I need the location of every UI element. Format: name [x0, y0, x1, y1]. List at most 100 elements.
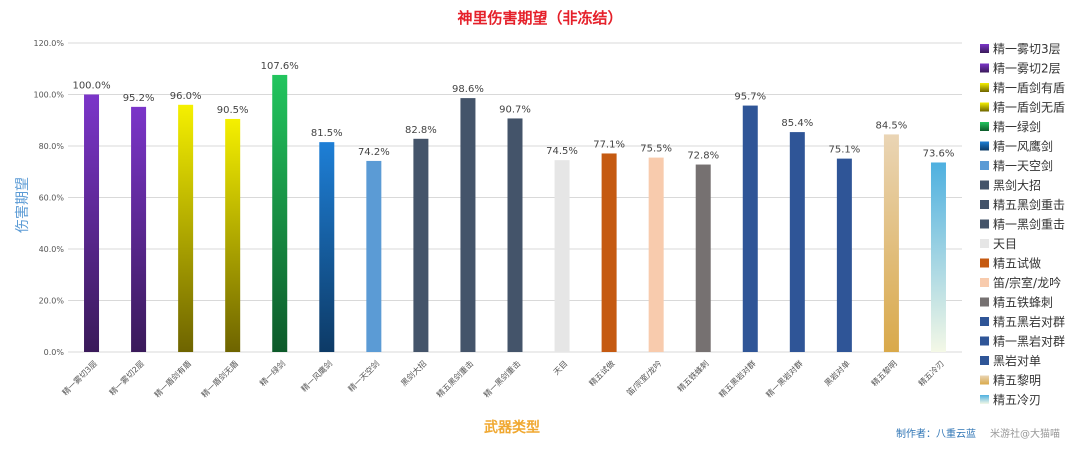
data-labels: 100.0% 95.2% 96.0% 90.5% 107.6% 81.5% 74.2% 82.…	[72, 61, 954, 162]
legend-swatch	[980, 375, 989, 385]
legend-swatch	[980, 317, 989, 326]
legend-swatch	[980, 278, 989, 287]
data-label: 98.6%	[452, 84, 484, 95]
x-tick-label: 精一黑岩对群	[764, 358, 805, 399]
legend-swatch	[980, 180, 989, 190]
bar	[460, 98, 476, 352]
legend-swatch	[980, 141, 989, 151]
data-label: 73.6%	[923, 148, 955, 159]
data-label: 72.8%	[687, 151, 719, 162]
y-tick-label: 120.0%	[33, 39, 64, 48]
legend-swatch	[980, 200, 989, 209]
data-label: 95.7%	[734, 92, 766, 103]
bar	[554, 160, 570, 352]
bar	[695, 164, 711, 352]
legend-label: 精一风鹰剑	[993, 139, 1053, 154]
legend-label: 黑剑大招	[993, 178, 1041, 193]
x-tick-label: 精一雾切2层	[107, 358, 146, 397]
legend-swatch	[980, 336, 989, 346]
legend-label: 精五黎明	[993, 374, 1041, 388]
bar	[366, 160, 382, 352]
bars	[84, 74, 946, 353]
data-label: 75.1%	[828, 145, 860, 156]
legend-swatch	[980, 83, 989, 92]
data-label: 90.5%	[217, 105, 249, 116]
y-axis-ticks: 0.0% 20.0% 40.0% 60.0% 80.0% 100.0% 120.0%	[33, 39, 64, 357]
chart-title: 神里伤害期望（非冻结）	[457, 9, 622, 27]
legend-label: 精一盾剑无盾	[993, 100, 1065, 115]
x-tick-label: 精一天空剑	[346, 358, 381, 393]
bar	[648, 157, 664, 352]
data-label: 81.5%	[311, 128, 343, 139]
legend-label: 精一雾切2层	[993, 62, 1061, 76]
legend-label: 精一盾剑有盾	[993, 80, 1065, 95]
x-tick-label: 精五试做	[587, 358, 617, 388]
bar	[131, 106, 147, 352]
data-label: 100.0%	[72, 81, 110, 92]
x-tick-label: 精五黎明	[869, 358, 899, 388]
legend-label: 精五黑岩对群	[993, 314, 1065, 329]
author-credit: 制作者：八重云蓝	[896, 427, 976, 440]
legend-swatch	[980, 297, 989, 307]
x-tick-label: 精一风鹰剑	[299, 358, 334, 393]
legend-label: 精一绿剑	[993, 119, 1041, 134]
data-label: 74.5%	[546, 146, 578, 157]
legend-label: 笛/宗室/龙吟	[993, 275, 1061, 290]
legend-swatch	[980, 219, 989, 229]
legend-label: 精五试做	[993, 256, 1041, 271]
legend-swatch	[980, 395, 989, 404]
data-label: 84.5%	[876, 120, 908, 131]
bar	[178, 104, 194, 352]
data-label: 85.4%	[781, 118, 813, 129]
legend-label: 精一天空剑	[993, 158, 1053, 173]
x-tick-label: 黑剑大招	[399, 358, 429, 388]
bar	[883, 134, 899, 352]
y-tick-label: 0.0%	[44, 348, 65, 357]
data-label: 90.7%	[499, 104, 531, 115]
x-tick-label: 精一盾剑有盾	[152, 358, 193, 399]
legend-swatch	[980, 239, 989, 248]
legend-label: 精一雾切3层	[993, 42, 1061, 56]
x-axis-title: 武器类型	[484, 419, 540, 436]
data-label: 96.0%	[170, 91, 202, 102]
y-tick-label: 80.0%	[39, 142, 65, 151]
x-tick-label: 精一雾切3层	[60, 358, 99, 397]
x-axis-ticks: 精一雾切3层 精一雾切2层 精一盾剑有盾 精一盾剑无盾 精一绿剑 精一风鹰剑 精一天空剑 黑剑…	[60, 358, 946, 399]
x-tick-label: 精五黑岩对群	[717, 358, 758, 399]
data-label: 75.5%	[640, 144, 672, 155]
bar	[601, 153, 617, 352]
legend-swatch	[980, 63, 989, 73]
legend-swatch	[980, 122, 989, 131]
x-tick-label: 天目	[552, 359, 570, 377]
legend-label: 精一黑岩对群	[993, 334, 1065, 349]
legend: 精一雾切3层精一雾切2层精一盾剑有盾精一盾剑无盾精一绿剑精一风鹰剑精一天空剑黑剑…	[980, 42, 1065, 407]
bar	[319, 142, 335, 352]
data-label: 95.2%	[123, 93, 155, 104]
bar	[413, 138, 429, 352]
data-label: 77.1%	[593, 139, 625, 150]
y-tick-label: 60.0%	[39, 194, 65, 203]
x-tick-label: 精一绿剑	[257, 358, 287, 388]
legend-label: 精五黑剑重击	[993, 197, 1065, 212]
x-tick-label: 精五黑剑重击	[434, 358, 475, 399]
data-label: 107.6%	[261, 61, 299, 72]
bar	[836, 158, 852, 352]
legend-swatch	[980, 161, 989, 170]
y-tick-label: 40.0%	[39, 245, 65, 254]
y-tick-label: 100.0%	[33, 91, 64, 100]
data-label: 82.8%	[405, 125, 437, 136]
x-tick-label: 精五铁蜂刺	[675, 358, 710, 393]
legend-label: 精五铁蜂刺	[993, 296, 1053, 310]
y-axis-title: 伤害期望	[15, 177, 31, 233]
data-label: 74.2%	[358, 147, 390, 158]
bar	[272, 74, 288, 353]
watermark: 米游社@大猫喵	[990, 427, 1060, 440]
x-tick-label: 精一黑剑重击	[481, 358, 522, 399]
x-tick-label: 精五冷刃	[916, 358, 946, 388]
bar	[507, 118, 523, 352]
x-tick-label: 笛/宗室/龙吟	[624, 358, 663, 397]
bar	[789, 132, 805, 352]
bar	[742, 105, 758, 352]
legend-swatch	[980, 258, 989, 268]
legend-swatch	[980, 44, 989, 53]
